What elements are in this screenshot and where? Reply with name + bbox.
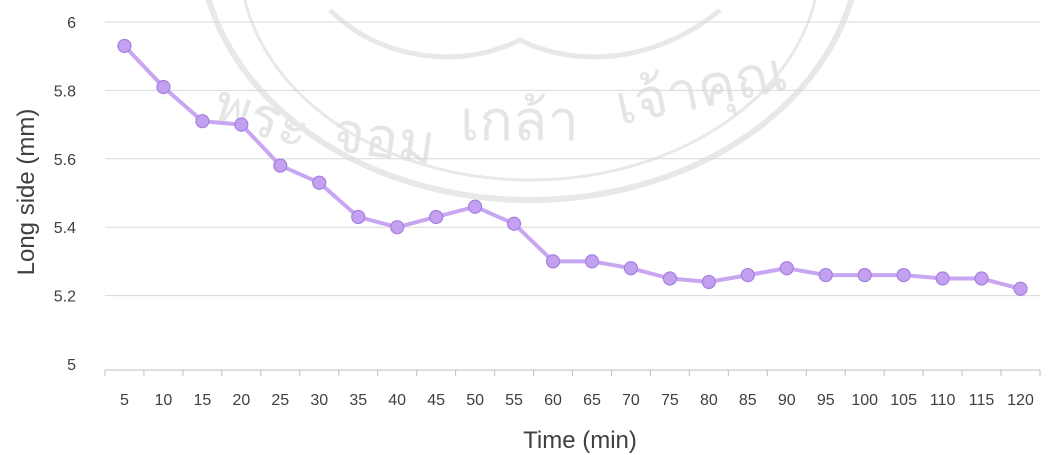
y-axis-title: Long side (mm) xyxy=(13,109,40,276)
x-tick-label: 30 xyxy=(310,392,328,409)
data-point xyxy=(857,267,872,283)
x-tick-label: 65 xyxy=(583,392,601,409)
data-point xyxy=(974,271,989,286)
data-point xyxy=(234,117,249,132)
y-tick-label: 5.8 xyxy=(54,83,76,100)
watermark-text-3: เกล้า xyxy=(460,89,579,154)
x-tick-label: 10 xyxy=(155,392,173,409)
x-tick-label: 45 xyxy=(427,392,445,409)
x-tick-label: 105 xyxy=(890,392,917,409)
x-tick-label: 120 xyxy=(1007,392,1034,409)
x-tick-label: 40 xyxy=(388,392,406,409)
data-point xyxy=(312,175,327,190)
x-tick-label: 15 xyxy=(193,392,211,409)
x-tick-label: 115 xyxy=(969,392,995,409)
x-tick-label: 25 xyxy=(271,392,289,409)
series-layer xyxy=(117,38,1028,296)
watermark-text-2: จอม xyxy=(328,99,439,178)
axes xyxy=(104,369,1041,376)
x-tick-label: 80 xyxy=(700,392,718,409)
data-point xyxy=(740,267,755,283)
x-tick-label: 35 xyxy=(349,392,367,409)
x-tick-label: 50 xyxy=(466,392,484,409)
y-tick-label: 5.2 xyxy=(54,289,76,306)
x-tick-labels: 5 10 15 20 25 30 35 40 45 50 55 60 65 70 75 80 85 90 95 100… xyxy=(120,392,1034,409)
x-axis-title: Time (min) xyxy=(523,427,637,454)
gridlines xyxy=(105,21,1040,297)
data-point xyxy=(584,254,600,269)
y-tick-labels: 5 5.2 5.4 5.6 5.8 6 xyxy=(54,15,76,374)
data-point xyxy=(195,114,210,129)
data-point xyxy=(896,267,911,283)
data-point xyxy=(156,79,171,95)
x-tick-label: 5 xyxy=(120,392,129,409)
x-tick-label: 95 xyxy=(817,392,835,409)
data-point xyxy=(935,271,950,286)
data-point xyxy=(506,216,522,231)
data-point xyxy=(1013,281,1028,296)
data-point xyxy=(468,199,483,214)
data-point xyxy=(818,267,833,283)
data-point xyxy=(545,254,561,269)
data-point xyxy=(779,261,794,276)
watermark-text-1: พระ xyxy=(206,71,318,163)
x-tick-label: 20 xyxy=(232,392,250,409)
x-tick-label: 70 xyxy=(622,392,640,409)
x-tick-label: 85 xyxy=(739,392,757,409)
x-tick-label: 110 xyxy=(930,392,956,409)
data-point xyxy=(351,209,366,225)
data-point xyxy=(662,271,677,286)
data-point xyxy=(623,261,639,276)
data-point xyxy=(117,38,132,54)
x-tick-label: 60 xyxy=(544,392,562,409)
y-tick-label: 5.6 xyxy=(54,152,76,169)
x-tick-label: 90 xyxy=(778,392,796,409)
data-point xyxy=(390,220,405,235)
x-tick-label: 75 xyxy=(661,392,679,409)
y-tick-label: 5.4 xyxy=(54,220,76,237)
watermark-seal: พระ จอม เกล้า เจ้าคุณ xyxy=(206,0,855,203)
data-point xyxy=(701,274,716,290)
data-point xyxy=(429,209,444,225)
y-tick-label: 6 xyxy=(67,15,76,32)
y-tick-label: 5 xyxy=(67,357,76,374)
x-tick-label: 100 xyxy=(851,392,878,409)
x-tick-label: 55 xyxy=(505,392,523,409)
data-point xyxy=(273,158,288,173)
